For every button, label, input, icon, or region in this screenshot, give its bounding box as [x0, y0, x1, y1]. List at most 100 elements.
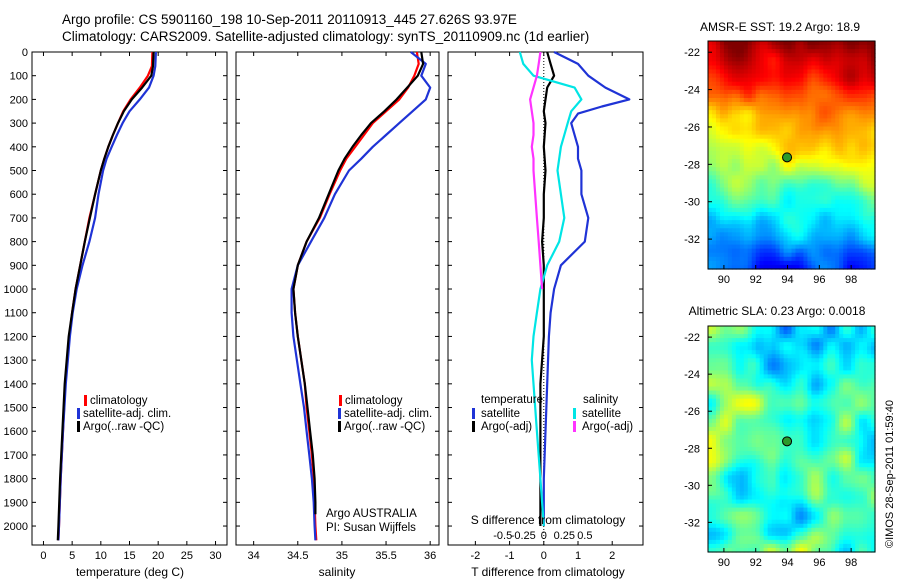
- depth-tick-label: 1800: [4, 474, 28, 486]
- sla-cell: [719, 539, 725, 545]
- sst-cell: [767, 203, 773, 209]
- sla-cell: [783, 398, 789, 404]
- sst-cell: [863, 49, 868, 54]
- sst-cell: [747, 167, 753, 172]
- sst-cell: [735, 248, 741, 254]
- sst-cell: [759, 146, 765, 152]
- sst-cell: [855, 98, 860, 103]
- sst-cell: [759, 252, 765, 258]
- sst-cell: [815, 264, 820, 270]
- sst-cell: [823, 191, 828, 197]
- sst-cell: [831, 171, 836, 176]
- sla-cell: [723, 426, 729, 432]
- sst-cell: [795, 65, 801, 71]
- sla-cell: [743, 511, 749, 517]
- sst-cell: [791, 65, 797, 71]
- sst-cell: [871, 203, 876, 209]
- sst-cell: [807, 122, 812, 128]
- sst-cell: [708, 49, 713, 54]
- sst-cell: [859, 159, 864, 164]
- sla-cell: [811, 390, 816, 396]
- sla-cell: [859, 422, 864, 428]
- sst-cell: [819, 260, 824, 266]
- sst-cell: [819, 126, 824, 132]
- sst-cell: [803, 122, 809, 128]
- sla-cell: [855, 326, 860, 331]
- sla-cell: [851, 350, 856, 355]
- sla-cell: [871, 342, 876, 347]
- sst-cell: [815, 236, 820, 242]
- sst-cell: [831, 256, 836, 262]
- sla-cell: [867, 434, 872, 440]
- sst-cell: [775, 224, 781, 229]
- sst-cell: [763, 240, 769, 246]
- sla-cell: [803, 370, 809, 376]
- sst-cell: [871, 183, 876, 189]
- sst-cell: [779, 138, 785, 144]
- sst-cell: [851, 203, 856, 209]
- sla-cell: [763, 451, 769, 456]
- sst-cell: [839, 110, 844, 115]
- sla-cell: [739, 451, 745, 456]
- sst-cell: [787, 41, 793, 46]
- sla-cell: [807, 451, 812, 456]
- sst-cell: [775, 134, 781, 140]
- sst-cell: [823, 150, 828, 156]
- sst-cell: [803, 256, 809, 262]
- sla-cell: [795, 342, 801, 347]
- sst-cell: [767, 236, 773, 242]
- sla-cell: [827, 434, 832, 440]
- sla-cell: [747, 491, 753, 497]
- sst-cell: [855, 179, 860, 185]
- sst-cell: [871, 61, 876, 67]
- sla-cell: [847, 426, 852, 432]
- sst-cell: [871, 248, 876, 254]
- sla-cell: [843, 434, 848, 440]
- sla-cell: [803, 390, 809, 396]
- sla-cell: [715, 362, 721, 367]
- sla-cell: [831, 334, 836, 339]
- sst-cell: [835, 102, 840, 107]
- sla-cell: [819, 451, 824, 456]
- sst-cell: [791, 122, 797, 128]
- sst-cell: [827, 130, 832, 136]
- sal-series: [290, 51, 432, 541]
- sst-cell: [767, 264, 773, 270]
- sla-cell: [727, 326, 733, 331]
- sla-cell: [847, 451, 852, 456]
- sla-cell: [831, 535, 836, 541]
- sla-cell: [827, 527, 832, 533]
- sla-cell: [747, 362, 753, 367]
- sla-cell: [723, 334, 729, 339]
- sla-cell: [711, 406, 717, 412]
- sst-cell: [799, 77, 805, 83]
- sst-cell: [763, 224, 769, 229]
- sst-cell: [835, 216, 840, 221]
- sst-cell: [727, 126, 733, 132]
- sla-cell: [791, 402, 797, 408]
- sla-cell: [711, 439, 717, 444]
- sst-cell: [755, 252, 761, 258]
- sst-cell: [711, 224, 717, 229]
- sla-cell: [855, 531, 860, 537]
- sla-cell: [711, 523, 717, 529]
- sla-cell: [735, 398, 741, 404]
- sst-cell: [735, 114, 741, 119]
- sla-cell: [719, 346, 725, 351]
- sla-cell: [835, 463, 840, 468]
- sst-cell: [723, 89, 729, 95]
- sla-cell: [711, 334, 717, 339]
- sst-cell: [831, 179, 836, 185]
- sst-cell: [843, 260, 848, 266]
- sst-cell: [743, 187, 749, 193]
- sst-cell: [783, 203, 789, 209]
- sla-cell: [751, 326, 757, 331]
- sla-cell: [827, 402, 832, 408]
- sst-cell: [715, 244, 721, 250]
- sla-cell: [867, 390, 872, 396]
- sla-cell: [715, 346, 721, 351]
- sst-cell: [831, 232, 836, 238]
- sst-cell: [727, 98, 733, 103]
- sla-cell: [783, 519, 789, 525]
- sst-cell: [855, 171, 860, 176]
